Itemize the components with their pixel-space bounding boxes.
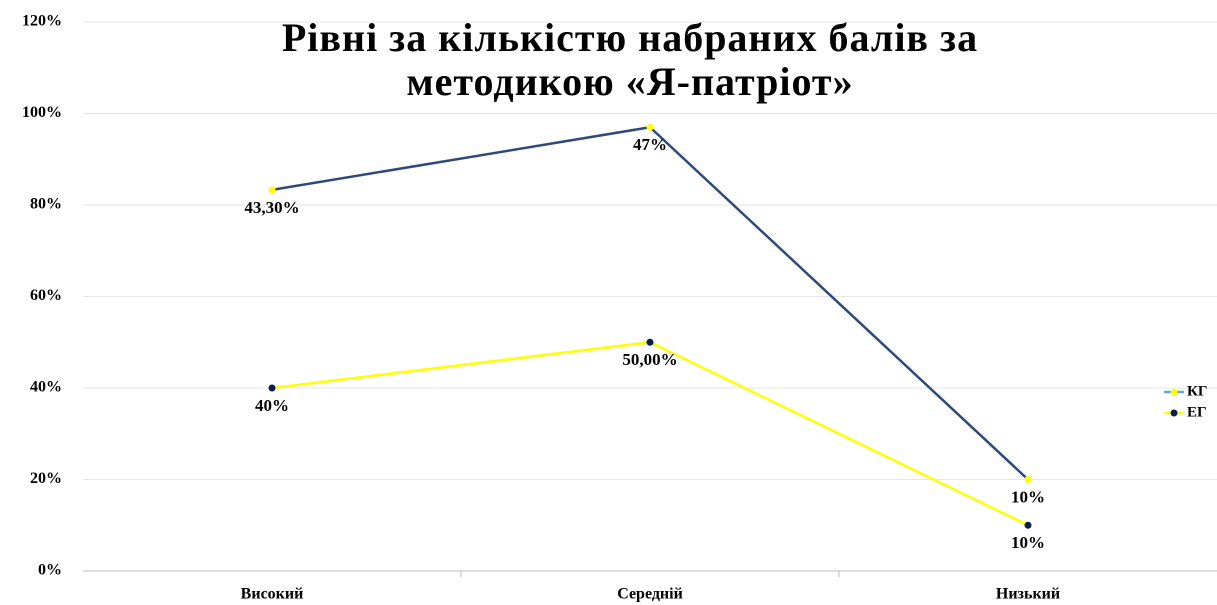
legend-marker [1170,409,1178,417]
y-tick-label: 100% [22,104,62,121]
y-tick-label: 60% [30,287,62,304]
y-tick-label: 120% [22,13,62,30]
marker [268,186,276,194]
series-line [271,340,1029,527]
legend-marker [1170,388,1178,396]
chart-title: Рівні за кількістю набраних балів за [282,15,978,60]
data-label: 40% [255,396,289,415]
chart-title: методикою «Я-патріот» [406,59,853,104]
y-tick-label: 0% [38,562,62,579]
marker [1024,521,1032,529]
marker [646,123,654,131]
data-label: 50,00% [622,350,677,369]
x-tick-label: Низький [996,586,1060,603]
data-label: 43,30% [244,198,299,217]
x-tick-label: Високий [241,586,304,603]
legend-label: КГ [1187,383,1207,399]
x-tick-label: Середній [617,586,683,603]
y-tick-label: 20% [30,470,62,487]
marker [1024,476,1032,483]
data-label: 10% [1011,487,1045,506]
legend-label: ЕГ [1187,404,1207,420]
y-tick-label: 40% [30,379,62,396]
data-label: 10% [1011,533,1045,552]
y-tick-label: 80% [30,196,62,213]
marker [268,384,276,392]
marker [646,338,654,346]
data-label: 47% [633,135,667,154]
series-line [271,125,1029,481]
